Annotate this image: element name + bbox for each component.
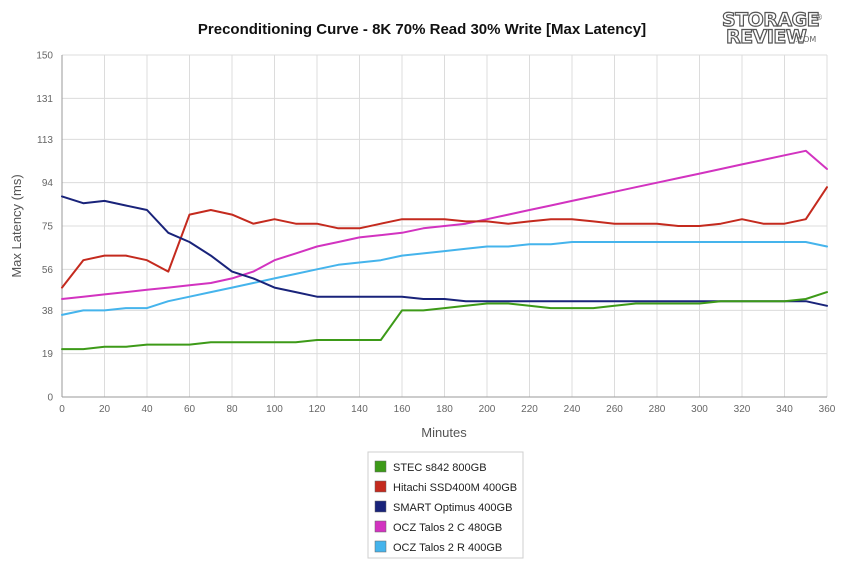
x-tick-label: 160 (394, 404, 411, 415)
y-tick-label: 94 (42, 178, 54, 189)
x-tick-label: 280 (649, 404, 666, 415)
legend: STEC s842 800GB Hitachi SSD400M 400GB SMAR… (367, 451, 524, 559)
x-tick-label: 20 (99, 404, 111, 415)
x-tick-label: 120 (309, 404, 326, 415)
y-tick-label: 0 (47, 393, 53, 404)
legend-label: OCZ Talos 2 C 480GB (393, 522, 502, 534)
x-tick-label: 60 (184, 404, 196, 415)
x-tick-label: 0 (59, 404, 65, 415)
x-tick-label: 300 (691, 404, 708, 415)
y-tick-label: 75 (42, 222, 54, 233)
x-tick-label: 320 (734, 404, 751, 415)
series-line-4 (61, 149, 828, 300)
x-tick-label: 340 (776, 404, 793, 415)
x-tick-label: 200 (479, 404, 496, 415)
chart-title: Preconditioning Curve - 8K 70% Read 30% … (198, 21, 646, 38)
y-tick-label: 131 (36, 94, 53, 105)
y-tick-label: 19 (42, 349, 54, 360)
storagereview-logo: STORAGE REVIEW .COM ® (721, 8, 823, 48)
x-tick-label: 140 (351, 404, 368, 415)
y-tick-label: 150 (36, 51, 53, 62)
legend-swatch (374, 480, 387, 493)
legend-swatch (374, 500, 387, 513)
y-axis-label: Max Latency (ms) (9, 174, 24, 277)
x-axis-label: Minutes (421, 425, 467, 440)
legend-swatch (374, 540, 387, 553)
series-line-2 (61, 186, 828, 289)
axes (61, 55, 827, 398)
y-tick-label: 56 (42, 265, 54, 276)
x-tick-label: 180 (436, 404, 453, 415)
y-tick-label: 38 (42, 306, 54, 317)
legend-swatch (374, 460, 387, 473)
x-tick-label: 240 (564, 404, 581, 415)
x-tick-label: 220 (521, 404, 538, 415)
legend-swatch (374, 520, 387, 533)
series-line-1 (61, 291, 828, 351)
legend-label: SMART Optimus 400GB (393, 502, 512, 514)
series-lines (61, 149, 828, 351)
x-tick-label: 100 (266, 404, 283, 415)
svg-text:®: ® (815, 13, 823, 22)
svg-text:.COM: .COM (795, 35, 816, 44)
x-tick-label: 260 (606, 404, 623, 415)
tick-labels: 0 20 40 60 80 100 120 140 160 180 200 220 240 260 280 3… (36, 51, 835, 416)
series-line-3 (61, 195, 828, 307)
legend-label: Hitachi SSD400M 400GB (393, 482, 517, 494)
legend-box (367, 451, 524, 559)
legend-label: STEC s842 800GB (393, 462, 487, 474)
svg-text:STORAGE: STORAGE (722, 9, 819, 31)
x-tick-label: 360 (819, 404, 836, 415)
svg-text:REVIEW: REVIEW (726, 26, 807, 48)
series-line-5 (61, 241, 828, 316)
x-tick-label: 80 (226, 404, 238, 415)
legend-label: OCZ Talos 2 R 400GB (393, 542, 502, 554)
y-tick-label: 113 (37, 135, 53, 146)
x-tick-label: 40 (141, 404, 153, 415)
